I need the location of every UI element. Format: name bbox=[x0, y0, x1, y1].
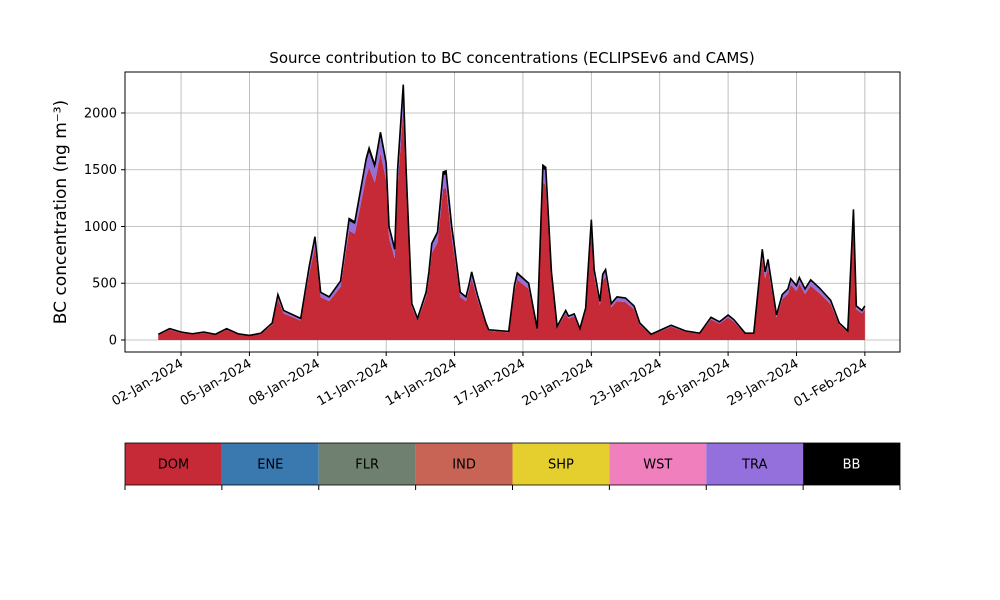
y-tick-label: 1500 bbox=[84, 163, 117, 178]
x-tick-label: 14-Jan-2024 bbox=[383, 356, 460, 409]
legend-swatch bbox=[125, 443, 222, 485]
y-tick-label: 1000 bbox=[84, 220, 117, 235]
legend-label: DOM bbox=[158, 458, 189, 473]
y-tick-label: 500 bbox=[92, 277, 117, 292]
plot-frame bbox=[124, 71, 901, 353]
legend-label: WST bbox=[643, 458, 672, 473]
legend-swatch bbox=[221, 443, 319, 485]
x-tick-label: 02-Jan-2024 bbox=[109, 356, 186, 409]
x-tick-label: 26-Jan-2024 bbox=[657, 356, 734, 409]
legend-swatch bbox=[512, 443, 610, 485]
y-tick-label: 2000 bbox=[84, 106, 117, 121]
x-tick-label: 08-Jan-2024 bbox=[246, 356, 323, 409]
legend-label: BB bbox=[843, 458, 861, 473]
legend-frame bbox=[124, 442, 901, 486]
x-tick-label: 20-Jan-2024 bbox=[520, 356, 597, 409]
x-tick-label: 11-Jan-2024 bbox=[315, 356, 392, 409]
legend-swatch bbox=[803, 443, 900, 485]
y-axis-label: BC concentration (ng m⁻³) bbox=[51, 100, 71, 324]
chart-title: Source contribution to BC concentrations… bbox=[269, 49, 754, 67]
x-tick-label: 01-Feb-2024 bbox=[791, 356, 870, 410]
x-tick-label: 17-Jan-2024 bbox=[451, 356, 528, 409]
total-line bbox=[157, 84, 866, 337]
x-tick-label: 29-Jan-2024 bbox=[725, 356, 802, 409]
x-tick-label: 05-Jan-2024 bbox=[178, 356, 255, 409]
y-tick-label: 0 bbox=[109, 333, 117, 348]
legend-label: FLR bbox=[355, 458, 379, 473]
area bbox=[158, 110, 865, 340]
legend-label: TRA bbox=[741, 458, 767, 473]
legend-swatch bbox=[706, 443, 804, 485]
legend-swatch bbox=[318, 443, 416, 485]
legend-swatch bbox=[415, 443, 513, 485]
legend-label: SHP bbox=[548, 458, 574, 473]
legend-swatch bbox=[609, 443, 707, 485]
x-tick-label: 23-Jan-2024 bbox=[588, 356, 665, 409]
legend-label: IND bbox=[452, 458, 476, 473]
legend-label: ENE bbox=[257, 458, 283, 473]
